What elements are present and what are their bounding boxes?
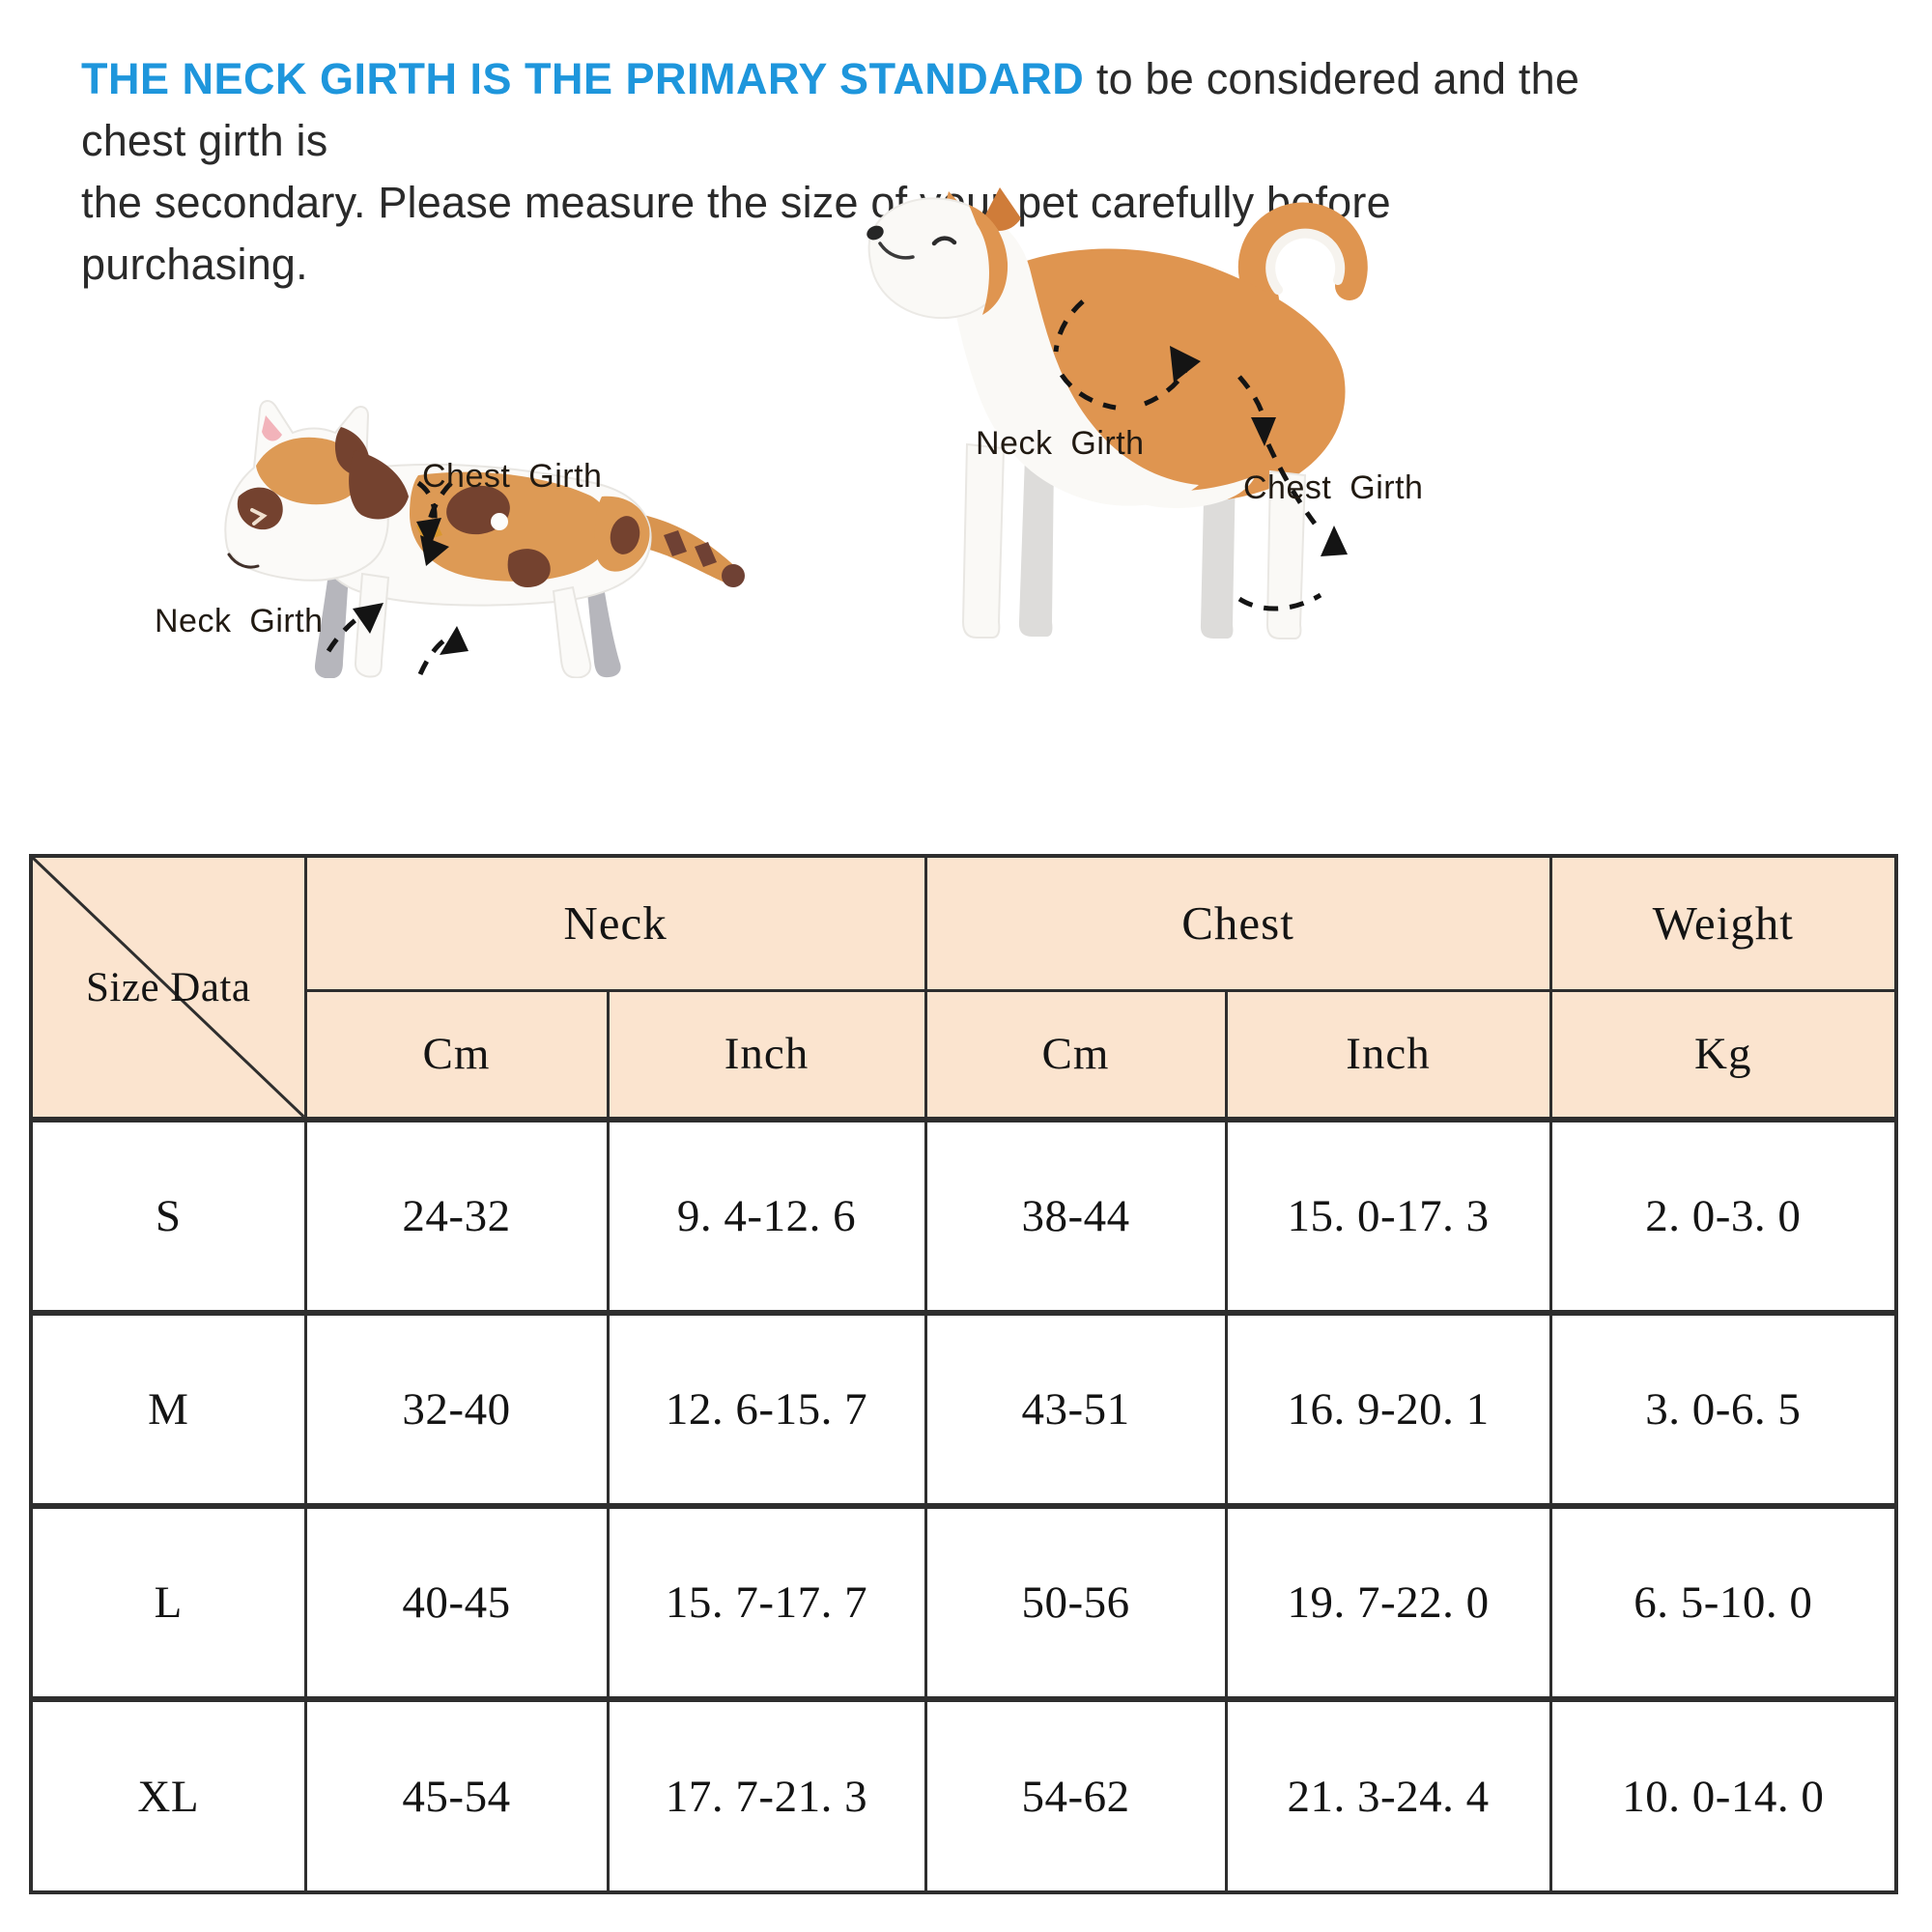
dog-chest-girth-label: Chest Girth bbox=[1243, 469, 1424, 506]
corner-diagonal bbox=[33, 858, 304, 1117]
dog-chest-arrow-down bbox=[1251, 417, 1276, 446]
value-cell: 54-62 bbox=[923, 1696, 1228, 1894]
dog-chest-arrow-up bbox=[1321, 526, 1348, 556]
size-cell: XL bbox=[29, 1696, 307, 1894]
group-header-neck: Neck bbox=[303, 854, 927, 992]
dog-neck-girth-label: Neck Girth bbox=[976, 425, 1145, 462]
value-cell: 50-56 bbox=[923, 1503, 1228, 1701]
value-cell: 15. 7-17. 7 bbox=[606, 1503, 927, 1701]
size-cell: L bbox=[29, 1503, 307, 1701]
value-cell: 2. 0-3. 0 bbox=[1548, 1117, 1898, 1315]
value-cell: 16. 9-20. 1 bbox=[1224, 1310, 1552, 1508]
dog-body bbox=[867, 187, 1368, 639]
cat-chest-arrow-down bbox=[416, 518, 441, 549]
value-cell: 12. 6-15. 7 bbox=[606, 1310, 927, 1508]
value-cell: 19. 7-22. 0 bbox=[1224, 1503, 1552, 1701]
intro-highlight: THE NECK GIRTH IS THE PRIMARY STANDARD bbox=[81, 54, 1085, 103]
value-cell: 40-45 bbox=[303, 1503, 610, 1701]
value-cell: 9. 4-12. 6 bbox=[606, 1117, 927, 1315]
corner-label: Size Data bbox=[86, 964, 251, 1010]
table-row-xl: XL 45-54 17. 7-21. 3 54-62 21. 3-24. 4 1… bbox=[29, 1696, 1898, 1894]
value-cell: 24-32 bbox=[303, 1117, 610, 1315]
dog-neck-arrow bbox=[1170, 346, 1201, 383]
sub-header-neck-cm: Cm bbox=[303, 988, 610, 1122]
cat-chest-girth-marker bbox=[417, 481, 453, 676]
table-row-s: S 24-32 9. 4-12. 6 38-44 15. 0-17. 3 2. … bbox=[29, 1117, 1898, 1315]
value-cell: 10. 0-14. 0 bbox=[1548, 1696, 1898, 1894]
table-row-l: L 40-45 15. 7-17. 7 50-56 19. 7-22. 0 6.… bbox=[29, 1503, 1898, 1701]
cat-chest-girth-label: Chest Girth bbox=[422, 458, 603, 495]
cat-illustration bbox=[224, 400, 745, 678]
cat-neck-girth-marker bbox=[326, 480, 438, 653]
value-cell: 6. 5-10. 0 bbox=[1548, 1503, 1898, 1701]
sub-header-weight-kg: Kg bbox=[1548, 988, 1898, 1122]
cat-neck-girth-label: Neck Girth bbox=[155, 603, 324, 639]
sub-header-chest-cm: Cm bbox=[923, 988, 1228, 1122]
table-row-m: M 32-40 12. 6-15. 7 43-51 16. 9-20. 1 3.… bbox=[29, 1310, 1898, 1508]
value-cell: 43-51 bbox=[923, 1310, 1228, 1508]
value-cell: 21. 3-24. 4 bbox=[1224, 1696, 1552, 1894]
value-cell: 38-44 bbox=[923, 1117, 1228, 1315]
dog-illustration bbox=[867, 187, 1368, 639]
size-table: Size Data Neck Chest Weight Cm Inch Cm I… bbox=[29, 854, 1899, 1894]
group-header-weight: Weight bbox=[1548, 854, 1898, 992]
corner-cell: Size Data bbox=[29, 854, 307, 1122]
size-cell: S bbox=[29, 1117, 307, 1315]
sub-header-chest-inch: Inch bbox=[1224, 988, 1552, 1122]
value-cell: 3. 0-6. 5 bbox=[1548, 1310, 1898, 1508]
cat-neck-leader-arrow bbox=[353, 603, 384, 634]
intro-line2: the secondary. Please measure the size o… bbox=[81, 177, 1391, 289]
value-cell: 15. 0-17. 3 bbox=[1224, 1117, 1552, 1315]
value-cell: 45-54 bbox=[303, 1696, 610, 1894]
value-cell: 17. 7-21. 3 bbox=[606, 1696, 927, 1894]
size-cell: M bbox=[29, 1310, 307, 1508]
cat-chest-arrow-up bbox=[440, 626, 469, 655]
value-cell: 32-40 bbox=[303, 1310, 610, 1508]
sub-header-neck-inch: Inch bbox=[606, 988, 927, 1122]
group-header-chest: Chest bbox=[923, 854, 1552, 992]
intro-line1-rest: to be considered and the chest girth is bbox=[81, 54, 1580, 165]
dog-chest-girth-marker bbox=[1237, 375, 1322, 611]
cat-body bbox=[224, 400, 745, 678]
intro-text: THE NECK GIRTH IS THE PRIMARY STANDARD t… bbox=[81, 48, 1588, 296]
